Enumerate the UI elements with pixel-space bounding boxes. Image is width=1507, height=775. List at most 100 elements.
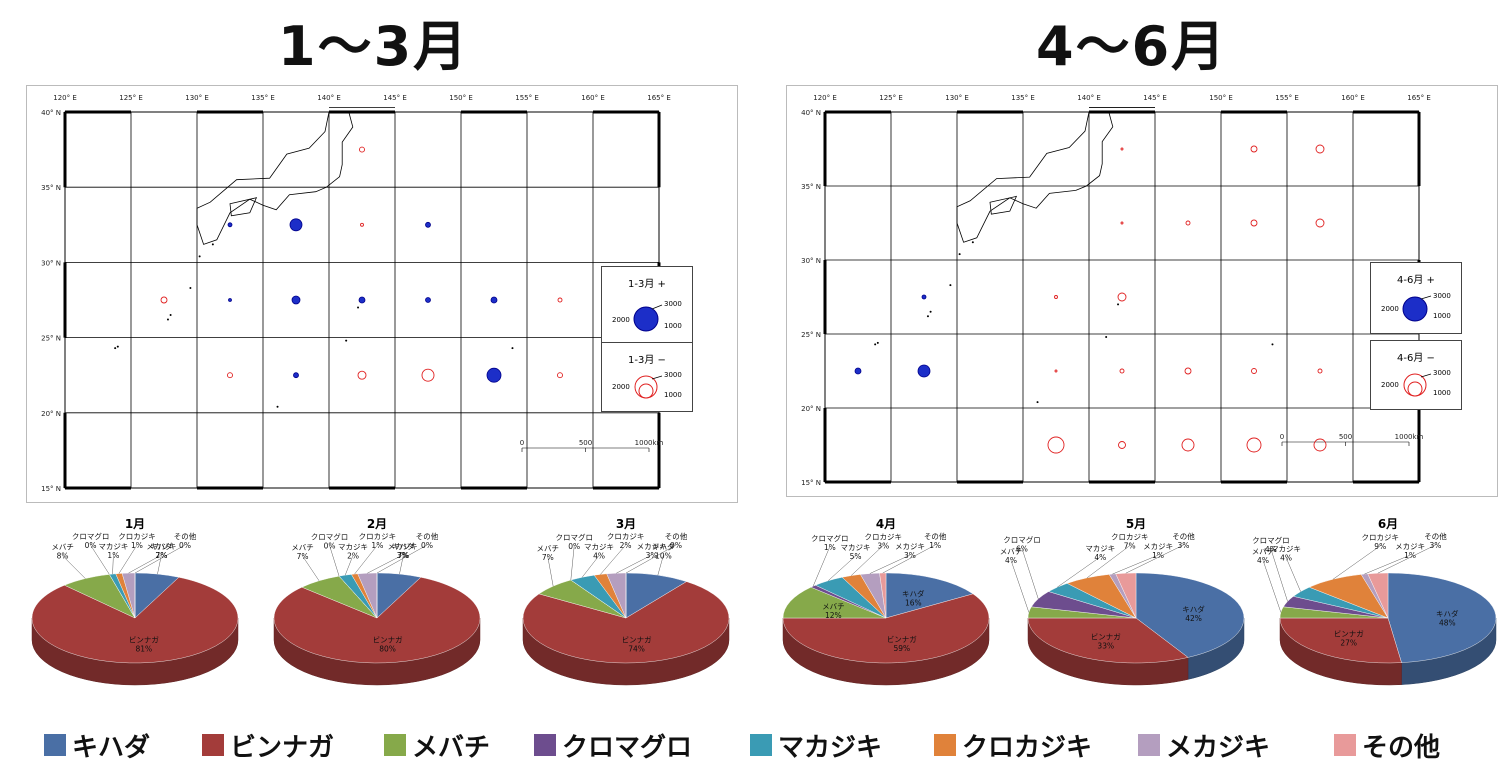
- pie-slice: [522, 581, 730, 664]
- legend-value-mid: 2000: [1381, 305, 1399, 313]
- pie-label-leader: [1057, 556, 1101, 588]
- pie-slice-value: 2%: [155, 551, 167, 560]
- pie-slice-value: 0%: [568, 542, 580, 551]
- pie-slice: [31, 577, 239, 664]
- catch-circle-positive: [228, 298, 232, 302]
- map-right: 120° E 125° E 130° E 135° E 140° E 145° E 150°…: [786, 85, 1498, 497]
- catch-circle-positive: [289, 218, 303, 232]
- legend-label: キハダ: [72, 732, 151, 763]
- title-left: 1～3月: [278, 15, 470, 78]
- catch-circle-negative: [1117, 292, 1127, 302]
- longitude-tick-label: 120° E: [53, 94, 77, 102]
- latitude-tick-label: 35° N: [801, 183, 821, 191]
- pie-slice-label: クロカジキ: [1362, 533, 1400, 542]
- pie-slice-value: 8%: [57, 552, 69, 561]
- pie-slice-label: メバチ: [291, 543, 314, 552]
- legend-box-negative: 1-3月 − 3000 2000 1000: [601, 342, 693, 412]
- pie-slice-label: メカジキ: [388, 542, 418, 551]
- pie-slice: [1279, 617, 1402, 664]
- legend-item: その他: [1334, 726, 1440, 764]
- pie-slice: [782, 593, 990, 664]
- longitude-tick-label: 130° E: [945, 94, 969, 102]
- pie-label-leader: [90, 545, 110, 575]
- pie-label-leader: [1270, 548, 1288, 602]
- pie-slice-label: その他: [1172, 531, 1195, 541]
- pie-slice-label: キハダ: [902, 588, 925, 598]
- pie-slice-value: 16%: [905, 598, 922, 607]
- pie-slice-value: 7%: [297, 552, 309, 561]
- species-legend: キハダ ビンナガ メバチ クロマグロ マカジキ クロカジキ メカジキ その他: [44, 726, 1484, 764]
- legend-item: マカジキ: [750, 726, 882, 764]
- pie-slice-label: メバチ: [51, 543, 74, 552]
- pie-slice-label: ビンナガ: [373, 634, 403, 644]
- pie-slice-value: 1%: [131, 541, 143, 550]
- pie-slice-label: メカジキ: [1395, 542, 1425, 551]
- catch-circle-positive: [917, 364, 931, 378]
- catch-circle-positive: [490, 296, 498, 304]
- pie-slice-value: 12%: [825, 611, 842, 620]
- pie-slice-label: メバチ: [1252, 547, 1275, 556]
- pie-chart-jun: 6月 キハダ 48% ビンナガ 27% メバチ 4% クロマグロ 4% マカジキ 4% クロカジキ 9%…: [1252, 506, 1502, 696]
- map-left: 120° E 125° E 130° E 135° E 140° E 145° E 150°…: [26, 85, 738, 503]
- legend-value-big: 3000: [1433, 369, 1451, 377]
- pie-slice-label: ビンナガ: [1091, 631, 1121, 641]
- pie-slice-value: 7%: [397, 551, 409, 560]
- pie-slice-value: 42%: [1185, 614, 1202, 623]
- pie-slice-value: 3%: [1430, 541, 1442, 550]
- pie-title: 4月: [876, 517, 896, 531]
- pie-slice-value: 59%: [893, 644, 910, 653]
- pie-label-leader: [616, 554, 652, 574]
- legend-value-big: 3000: [664, 300, 682, 308]
- pie-slice: [1027, 617, 1189, 664]
- pie-label-leader: [345, 555, 354, 576]
- pie-label-leader: [128, 554, 162, 574]
- pie-label-leader: [1112, 554, 1159, 575]
- title-right: 4～6月: [1036, 15, 1228, 78]
- pie-slice-label: その他: [665, 531, 688, 541]
- longitude-tick-label: 140° E: [1077, 94, 1101, 102]
- catch-circle-negative: [1120, 221, 1124, 225]
- pie-slice-value: 4%: [1094, 553, 1106, 562]
- catch-circle-positive: [921, 294, 927, 300]
- pie-slice: [782, 586, 887, 619]
- pie-slice-label: クロマグロ: [311, 531, 349, 541]
- pie-label-leader: [112, 555, 114, 575]
- pie-slice-label: マカジキ: [338, 542, 368, 551]
- latitude-tick-label: 20° N: [41, 410, 61, 418]
- pie-slice-value: 1%: [1152, 551, 1164, 560]
- catch-circle-negative: [357, 370, 367, 380]
- pie-label-leader: [1086, 545, 1130, 579]
- pie-title: 1月: [125, 517, 145, 531]
- legend-box-positive: 4-6月 + 3000 2000 1000: [1370, 262, 1462, 334]
- japan-coastline: [196, 111, 354, 245]
- pie-slice-value: 4%: [1280, 553, 1292, 562]
- catch-circle-negative: [557, 372, 563, 379]
- legend-item: メバチ: [384, 726, 490, 764]
- pie-slice-label: クロマグロ: [72, 531, 110, 541]
- scale-tick-label: 0: [1280, 433, 1284, 441]
- map-left-svg: 120° E 125° E 130° E 135° E 140° E 145° E 150°…: [41, 94, 671, 493]
- pie-slice-value: 6%: [1016, 544, 1028, 553]
- pie-slice-value: 7%: [542, 553, 554, 562]
- latitude-tick-label: 40° N: [801, 109, 821, 117]
- catch-circle-negative: [1120, 147, 1124, 151]
- pie-slice-value: 0%: [324, 541, 336, 550]
- legend-item: クロカジキ: [934, 726, 1092, 764]
- longitude-tick-label: 150° E: [1209, 94, 1233, 102]
- longitude-tick-label: 155° E: [1275, 94, 1299, 102]
- pie-slice-value: 3%: [877, 541, 889, 550]
- latitude-tick-label: 20° N: [801, 405, 821, 413]
- pie-label-leader: [1285, 557, 1301, 592]
- pie-title: 5月: [1126, 517, 1146, 531]
- pie-slice-label: キハダ: [150, 541, 173, 551]
- pie-label-leader: [329, 545, 340, 577]
- pie-title: 3月: [616, 517, 636, 531]
- pie-slice-value: 33%: [1097, 641, 1114, 650]
- legend-circles: [1402, 295, 1432, 322]
- pie-label-leader: [827, 555, 856, 581]
- legend-value-small: 1000: [1433, 389, 1451, 397]
- pie-slice-value: 4%: [1265, 545, 1277, 554]
- pie-label-leader: [600, 545, 626, 575]
- longitude-tick-label: 130° E: [185, 94, 209, 102]
- longitude-tick-label: 140° E: [317, 94, 341, 102]
